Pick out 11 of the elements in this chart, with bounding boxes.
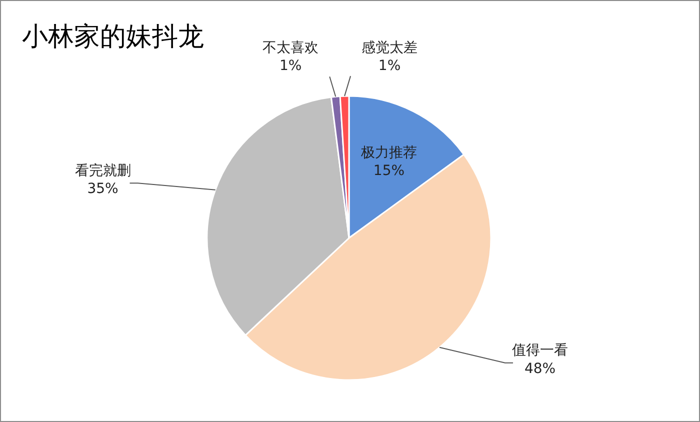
data-label: 1%	[378, 58, 401, 74]
data-label: 15%	[373, 162, 405, 179]
slice-label: 值得一看	[512, 342, 568, 359]
slice-label: 看完就删	[74, 162, 131, 179]
data-label: 35%	[87, 181, 118, 198]
chart-title: 小林家的妹抖龙	[22, 22, 204, 52]
slice-label: 感觉太差	[362, 40, 418, 56]
slice-label: 不太喜欢	[262, 40, 319, 56]
data-label: 48%	[524, 360, 556, 377]
slice-label: 极力推荐	[360, 144, 417, 161]
data-label: 1%	[280, 58, 302, 74]
